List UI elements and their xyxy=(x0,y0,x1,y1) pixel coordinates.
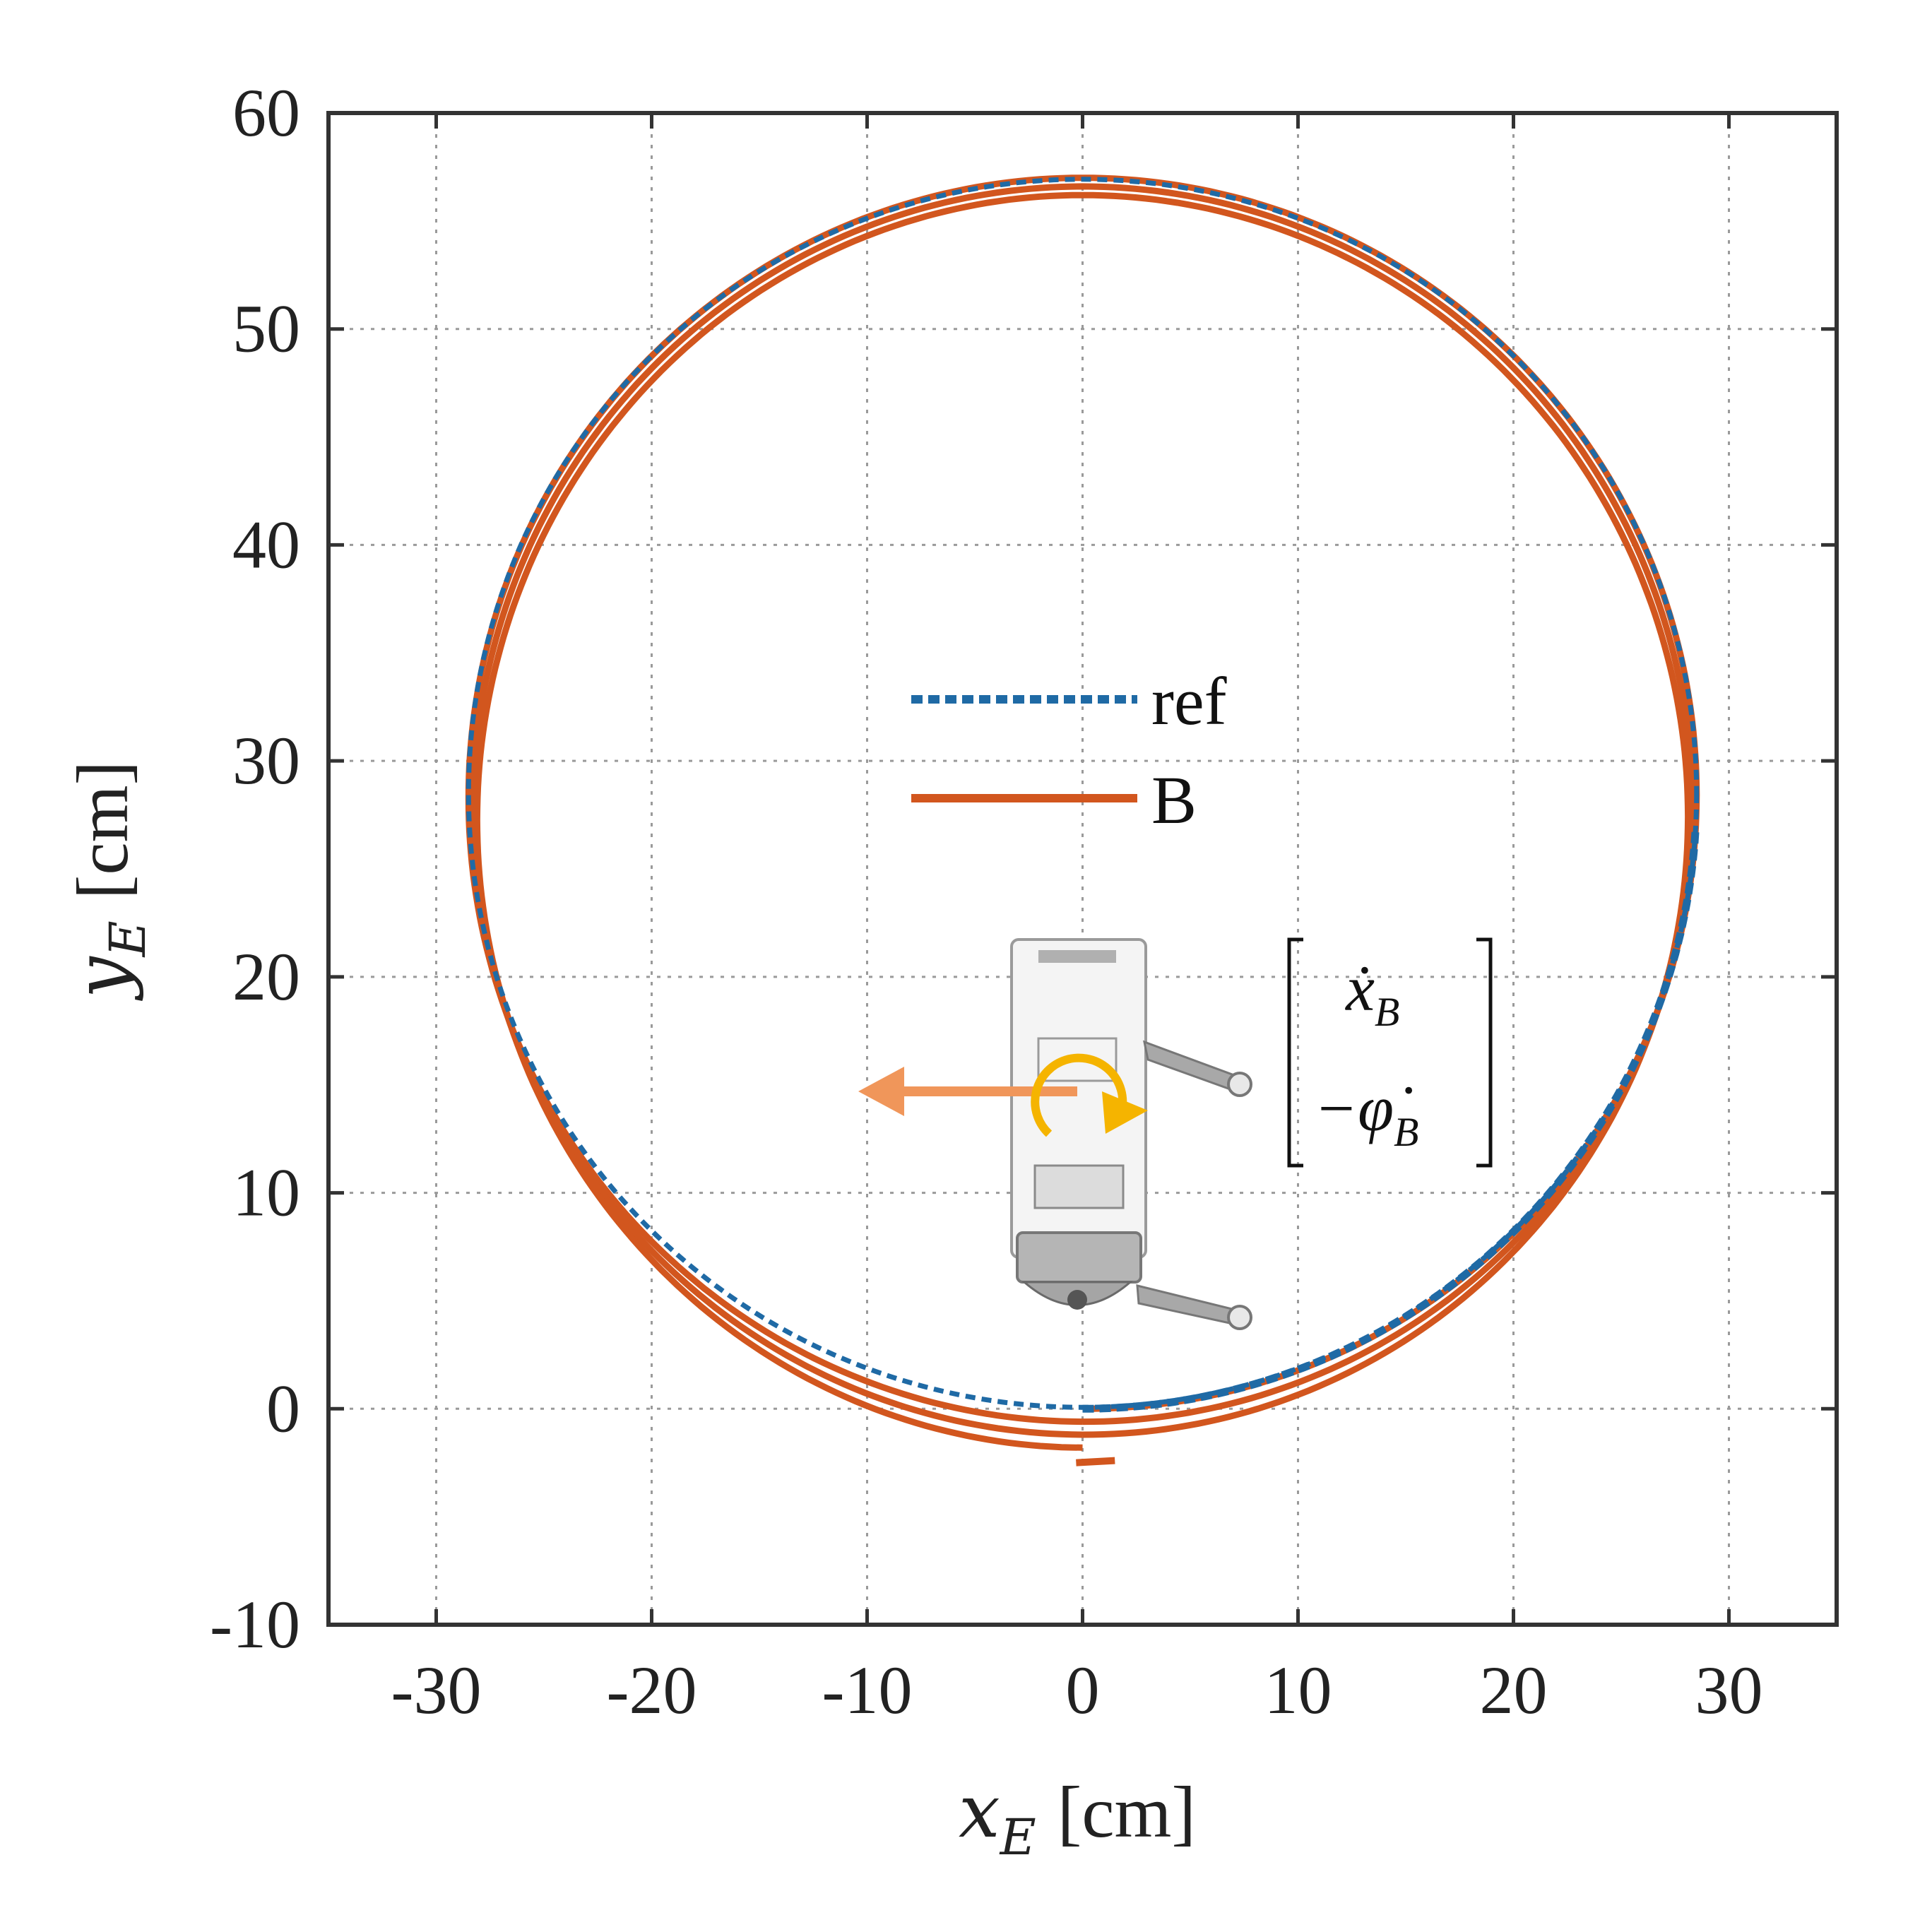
y-tick-label-3: 20 xyxy=(232,939,300,1014)
x-axis-var: x xyxy=(959,1768,1000,1854)
y-axis-sub: E xyxy=(99,920,157,958)
y-tick-label-4: 30 xyxy=(232,723,300,798)
x-tick-label-4: 10 xyxy=(1264,1652,1332,1728)
series-b-loop-3 xyxy=(473,191,1692,1451)
legend-label-b: B xyxy=(1151,762,1197,838)
velocity-arrowhead xyxy=(858,1067,904,1116)
robot-arm-upper-tip xyxy=(1227,1072,1252,1097)
x-tick-label-1: -20 xyxy=(607,1652,697,1728)
series-layer xyxy=(465,174,1700,1466)
robot-panel-lower xyxy=(1033,1164,1125,1209)
rotation-arrowhead xyxy=(1102,1091,1148,1134)
y-axis-var: y xyxy=(59,956,145,1001)
x-tick-label-2: -10 xyxy=(822,1652,913,1728)
y-tick-label-6: 50 xyxy=(232,291,300,367)
series-ref-visible-arc xyxy=(1082,831,1700,1413)
bracket-left xyxy=(1287,937,1303,1168)
x-axis-label: xE [cm] xyxy=(959,1768,1196,1866)
robot-top-plate xyxy=(1038,950,1116,963)
robot-base xyxy=(1016,1231,1142,1284)
robot-panel-upper xyxy=(1037,1037,1118,1082)
robot-arm-lower-tip xyxy=(1227,1305,1252,1330)
y-tick-label-1: 0 xyxy=(266,1370,300,1446)
bracket-right xyxy=(1476,937,1493,1168)
robot-caster xyxy=(1067,1290,1087,1310)
y-tick-label-0: -10 xyxy=(210,1587,300,1662)
vector-entry-1: ẋB xyxy=(1345,952,1399,1035)
x-tick-label-3: 0 xyxy=(1066,1652,1100,1728)
legend: ref B xyxy=(911,663,1227,838)
x-tick-label-5: 20 xyxy=(1480,1652,1548,1728)
x-axis-unit: [cm] xyxy=(1057,1772,1196,1853)
x-tick-label-0: -30 xyxy=(391,1652,482,1728)
y-axis-label: yE [cm] xyxy=(59,761,157,1001)
series-b-end xyxy=(1076,1457,1115,1466)
vector-entry-2-sub: B xyxy=(1394,1109,1418,1155)
y-tick-label-2: 10 xyxy=(232,1155,300,1231)
y-axis-unit: [cm] xyxy=(62,761,143,899)
tick-layer: -30 -20 -10 0 10 20 30 -10 0 10 20 30 40 50 60 xyxy=(210,75,1837,1728)
robot-illustration xyxy=(858,938,1252,1330)
legend-label-ref: ref xyxy=(1151,663,1227,739)
x-tick-label-6: 30 xyxy=(1695,1652,1763,1728)
vector-entry-1-var: ẋ xyxy=(1345,952,1375,1024)
x-axis-sub: E xyxy=(999,1808,1036,1866)
y-tick-label-5: 40 xyxy=(232,506,300,582)
y-tick-label-7: 60 xyxy=(232,75,300,150)
vector-entry-1-sub: B xyxy=(1375,989,1399,1035)
rotation-arc xyxy=(1031,1053,1127,1137)
